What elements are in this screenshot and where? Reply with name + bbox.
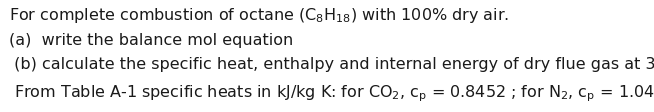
Text: For complete combustion of octane ($\mathregular{C_8H_{18}}$) with 100% dry air.: For complete combustion of octane ($\mat…	[9, 6, 508, 25]
Text: (a)  write the balance mol equation: (a) write the balance mol equation	[9, 33, 293, 48]
Text: (b) calculate the specific heat, enthalpy and internal energy of dry flue gas at: (b) calculate the specific heat, enthalp…	[9, 57, 654, 72]
Text: From Table A-1 specific heats in kJ/kg K: for $\mathregular{CO_2}$, $\mathregula: From Table A-1 specific heats in kJ/kg K…	[9, 84, 654, 104]
